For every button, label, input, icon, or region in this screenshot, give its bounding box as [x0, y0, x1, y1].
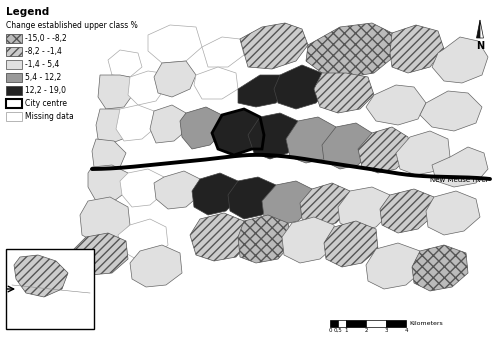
- Text: Kilometers: Kilometers: [409, 321, 443, 326]
- Polygon shape: [380, 189, 434, 233]
- Text: 0: 0: [328, 328, 332, 333]
- Polygon shape: [420, 91, 482, 131]
- Polygon shape: [324, 221, 378, 267]
- Polygon shape: [366, 243, 422, 289]
- Text: City centre: City centre: [25, 99, 67, 108]
- Text: 4: 4: [404, 328, 408, 333]
- Polygon shape: [476, 20, 480, 38]
- Polygon shape: [286, 117, 338, 163]
- Bar: [6, 73, 22, 82]
- Polygon shape: [240, 23, 308, 69]
- Polygon shape: [154, 171, 200, 209]
- Polygon shape: [338, 187, 390, 231]
- Polygon shape: [314, 73, 374, 113]
- Polygon shape: [130, 245, 182, 287]
- Polygon shape: [116, 105, 156, 141]
- Text: N: N: [476, 41, 484, 51]
- Bar: [366, 320, 386, 327]
- Bar: [330, 320, 338, 327]
- Bar: [6, 86, 22, 95]
- Polygon shape: [396, 131, 450, 175]
- Polygon shape: [190, 213, 250, 261]
- Bar: [338, 320, 346, 327]
- Polygon shape: [306, 23, 396, 77]
- Polygon shape: [194, 67, 238, 99]
- Polygon shape: [212, 109, 264, 155]
- Polygon shape: [88, 165, 130, 201]
- Bar: [6, 47, 22, 56]
- Text: Legend: Legend: [6, 7, 49, 17]
- Polygon shape: [358, 127, 410, 173]
- Bar: [346, 320, 366, 327]
- Polygon shape: [228, 177, 276, 219]
- Polygon shape: [300, 183, 350, 227]
- Text: Missing data: Missing data: [25, 112, 74, 121]
- Polygon shape: [80, 197, 130, 243]
- Bar: [386, 320, 406, 327]
- Polygon shape: [154, 61, 196, 97]
- Text: New Meuse river: New Meuse river: [430, 177, 488, 183]
- Polygon shape: [412, 245, 468, 291]
- Text: 2: 2: [364, 328, 368, 333]
- Bar: [6, 249, 94, 329]
- Polygon shape: [480, 20, 484, 38]
- Text: 12,2 - 19,0: 12,2 - 19,0: [25, 86, 66, 95]
- Polygon shape: [322, 123, 372, 169]
- Polygon shape: [128, 71, 166, 105]
- Polygon shape: [238, 75, 286, 107]
- Text: 1: 1: [344, 328, 348, 333]
- Bar: [6, 34, 22, 43]
- Polygon shape: [148, 25, 202, 63]
- Polygon shape: [432, 37, 488, 83]
- Bar: [6, 99, 22, 108]
- Bar: [6, 60, 22, 69]
- Text: 0,5: 0,5: [334, 328, 342, 333]
- Polygon shape: [92, 139, 126, 173]
- Polygon shape: [74, 233, 128, 275]
- Polygon shape: [202, 37, 244, 67]
- Polygon shape: [118, 219, 168, 259]
- Polygon shape: [150, 105, 188, 143]
- Polygon shape: [432, 147, 488, 187]
- Polygon shape: [262, 181, 312, 225]
- Bar: [6, 112, 22, 121]
- Polygon shape: [282, 217, 336, 263]
- Polygon shape: [248, 113, 302, 159]
- Polygon shape: [120, 169, 164, 207]
- Polygon shape: [96, 109, 132, 143]
- Text: 5,4 - 12,2: 5,4 - 12,2: [25, 73, 61, 82]
- Polygon shape: [274, 65, 328, 109]
- Polygon shape: [426, 191, 480, 235]
- Polygon shape: [98, 75, 134, 109]
- Text: Change established upper class %: Change established upper class %: [6, 21, 138, 30]
- Polygon shape: [390, 25, 444, 73]
- Polygon shape: [108, 50, 142, 77]
- Text: 3: 3: [384, 328, 388, 333]
- Polygon shape: [14, 255, 68, 297]
- Polygon shape: [192, 173, 240, 215]
- Text: -1,4 - 5,4: -1,4 - 5,4: [25, 60, 59, 69]
- Text: -15,0 - -8,2: -15,0 - -8,2: [25, 34, 67, 43]
- Polygon shape: [238, 215, 292, 263]
- Polygon shape: [366, 85, 426, 125]
- Polygon shape: [180, 107, 224, 149]
- Text: -8,2 - -1,4: -8,2 - -1,4: [25, 47, 62, 56]
